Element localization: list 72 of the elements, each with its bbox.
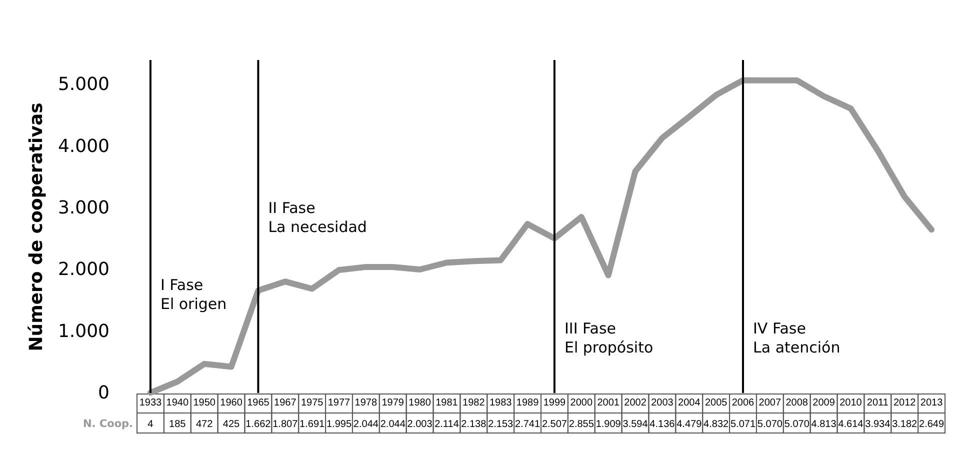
x-tick-label: 2007 — [758, 398, 782, 408]
x-tick-label: 2002 — [624, 398, 647, 408]
y-tick-label: 0 — [98, 382, 110, 404]
x-tick-label: 1979 — [382, 398, 404, 408]
data-label: 2.855 — [568, 419, 594, 430]
data-label: 185 — [169, 419, 186, 430]
x-tick-label: 2013 — [920, 398, 944, 408]
x-tick-label: 1977 — [328, 398, 351, 408]
x-tick-label: 1983 — [489, 398, 512, 408]
x-tick-label: 2000 — [570, 398, 593, 408]
x-tick-label: 2010 — [840, 398, 862, 408]
data-label: 425 — [222, 419, 240, 430]
data-label: 2.044 — [380, 419, 406, 430]
data-label: 2.741 — [515, 419, 540, 430]
data-label: 1.691 — [300, 419, 326, 430]
data-label: 1.662 — [246, 419, 272, 430]
data-label: 5.071 — [730, 419, 756, 430]
data-label: 2.507 — [542, 419, 568, 430]
x-tick-label: 1960 — [220, 398, 243, 408]
data-label: 5.070 — [784, 419, 810, 430]
x-tick-label: 1967 — [274, 398, 297, 408]
data-label: 2.003 — [407, 419, 433, 430]
x-tick-label: 2008 — [786, 398, 808, 408]
x-tick-label: 2004 — [678, 398, 701, 408]
x-tick-label: 1980 — [408, 398, 432, 408]
x-tick-label: 2003 — [651, 398, 674, 408]
x-tick-label: 2001 — [597, 398, 620, 408]
x-tick-label: 2012 — [893, 398, 916, 408]
y-tick-label: 3.000 — [58, 198, 110, 218]
data-label: 5.070 — [757, 419, 783, 430]
data-label: 2.114 — [434, 419, 460, 430]
data-label: 472 — [196, 419, 214, 430]
ref-line-label: III Fase El propósito — [564, 319, 654, 356]
x-tick-label: 1940 — [166, 398, 189, 408]
x-tick-label: 1978 — [354, 398, 378, 408]
data-label: 2.153 — [488, 419, 514, 430]
data-label: 4.614 — [838, 419, 864, 430]
data-label: 1.995 — [326, 419, 352, 430]
y-tick-label: 1.000 — [58, 320, 110, 342]
data-label: 3.182 — [892, 419, 918, 430]
x-tick-label: 1989 — [516, 398, 540, 408]
x-tick-label: 1999 — [543, 398, 566, 408]
y-tick-label: 2.000 — [58, 259, 110, 280]
x-tick-label: 1965 — [247, 398, 270, 408]
x-tick-label: 1950 — [193, 398, 216, 408]
ref-line-label: I Fase El origen — [160, 276, 227, 314]
data-label: 4.479 — [676, 419, 702, 430]
text: N. Coop. — [82, 418, 134, 430]
data-label: 1.807 — [272, 419, 298, 430]
ref-line-label: IV Fase La atención — [753, 319, 840, 356]
x-tick-label: 1982 — [462, 398, 486, 408]
x-tick-label: 1933 — [139, 398, 162, 408]
x-tick-label: 1981 — [436, 398, 458, 408]
x-tick-label: 2005 — [704, 398, 728, 408]
data-label: 4.813 — [811, 419, 837, 430]
y-tick-label: 5.000 — [58, 74, 110, 96]
data-label: 4.832 — [704, 419, 730, 430]
data-label: 3.594 — [622, 419, 648, 430]
data-label: 2.138 — [461, 419, 487, 430]
x-tick-label: 2011 — [866, 398, 889, 408]
data-label: 2.044 — [353, 419, 379, 430]
data-label: 4.136 — [650, 419, 676, 430]
data-label: 3.934 — [865, 419, 891, 430]
y-tick-label: 4.000 — [58, 136, 110, 157]
data-label: 4 — [148, 419, 154, 430]
ref-line-label: II Fase La necesidad — [268, 199, 367, 236]
x-tick-label: 2006 — [732, 398, 755, 408]
y-axis-title: Número de cooperativas — [26, 102, 47, 352]
data-label: 1.909 — [596, 419, 622, 430]
data-label: 2.649 — [919, 419, 944, 430]
x-tick-label: 1975 — [300, 398, 324, 408]
x-tick-label: 2009 — [812, 398, 836, 408]
